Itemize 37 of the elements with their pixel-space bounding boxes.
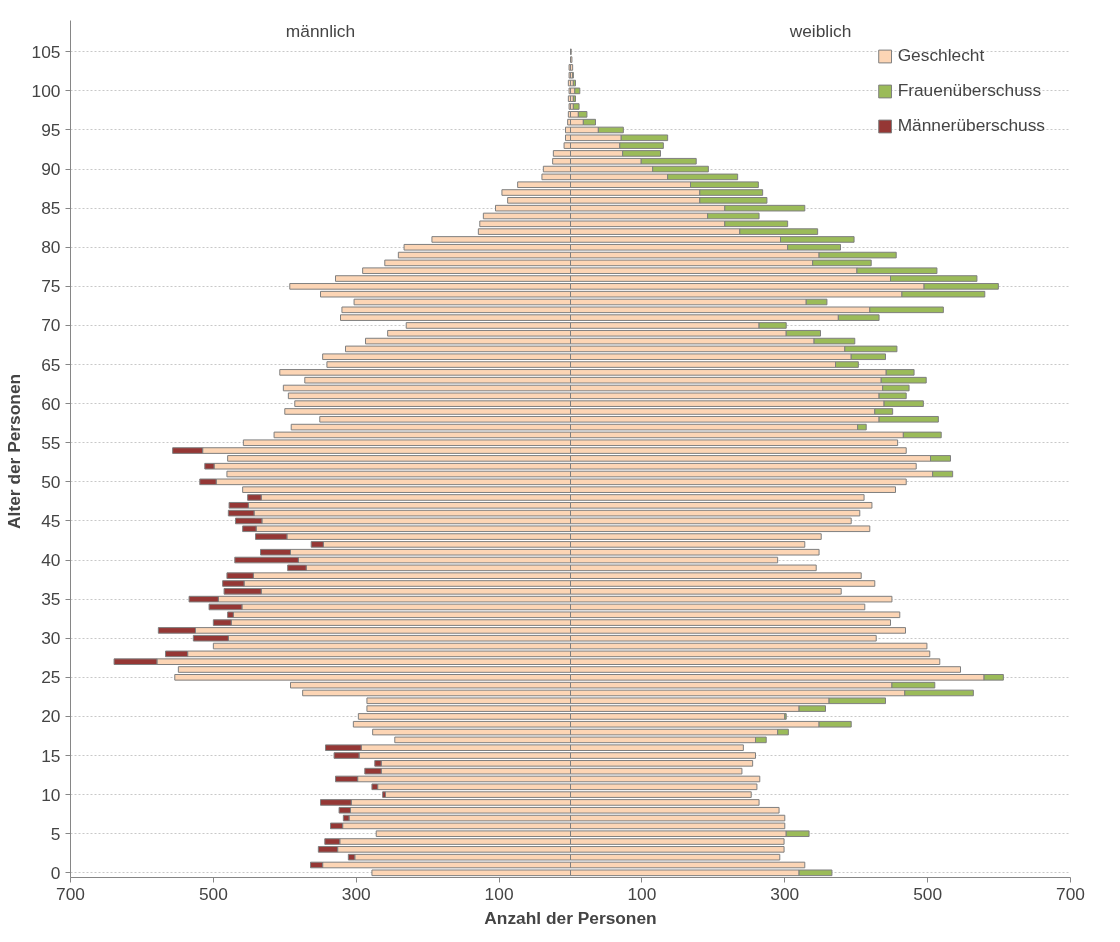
y-tick-label: 60 [41, 393, 61, 414]
y-tick-label: 70 [41, 315, 61, 336]
y-tick-label: 105 [31, 41, 61, 62]
y-tick-label: 85 [41, 198, 61, 219]
x-tick-label: 500 [913, 883, 943, 904]
x-tick-label: 500 [198, 883, 228, 904]
y-tick-label: 45 [41, 510, 61, 531]
y-tick-label: 80 [41, 237, 61, 258]
y-tick-label: 50 [41, 471, 61, 492]
x-tick-label: 100 [627, 883, 657, 904]
y-tick-label: 65 [41, 354, 61, 375]
y-tick-label: 25 [41, 667, 61, 688]
x-tick-label: 700 [56, 883, 85, 904]
x-axis-title: Anzahl der Personen [484, 907, 657, 928]
y-tick-label: 75 [41, 276, 61, 297]
y-tick-label: 20 [41, 706, 61, 727]
x-tick-label: 700 [1056, 883, 1085, 904]
y-tick-label: 40 [41, 550, 61, 571]
y-tick-label: 30 [41, 628, 61, 649]
y-tick-label: 100 [31, 80, 61, 101]
legend-label: Männerüberschuss [897, 115, 1045, 136]
text: männlich [285, 21, 356, 42]
legend-label: Geschlecht [897, 45, 985, 66]
y-tick-label: 10 [41, 784, 61, 805]
legend-label: Frauenüberschuss [897, 80, 1042, 101]
y-tick-label: 55 [41, 432, 61, 453]
y-tick-label: 35 [41, 589, 61, 610]
x-tick-label: 300 [770, 883, 800, 904]
x-tick-label: 300 [341, 883, 371, 904]
y-tick-label: 90 [41, 159, 61, 180]
y-tick-label: 0 [50, 862, 61, 883]
y-tick-label: 5 [50, 823, 61, 844]
text: weiblich [788, 21, 852, 42]
x-tick-label: 100 [484, 883, 514, 904]
y-tick-label: 15 [41, 745, 61, 766]
y-axis-title: Alter der Personen [3, 373, 24, 529]
y-tick-label: 95 [41, 119, 61, 140]
